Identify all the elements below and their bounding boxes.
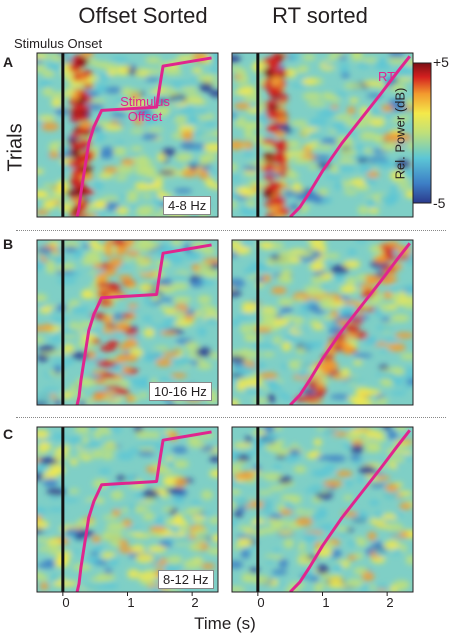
- column-title-rt-sorted: RT sorted: [272, 3, 368, 28]
- x-tick-2-left: 2: [191, 595, 199, 610]
- heatmap-panel-a2: [232, 53, 413, 217]
- heatmap-panel-c1: [37, 427, 218, 592]
- x-axis-label: Time (s): [194, 614, 256, 633]
- panel-letter-b: B: [3, 236, 14, 252]
- panel-frame: [231, 239, 414, 406]
- stimulus-offset-curve: [75, 243, 212, 405]
- panel-letter-a: A: [3, 54, 14, 70]
- stimulus-offset-curve: [75, 430, 212, 592]
- stimulus-onset-label: Stimulus Onset: [14, 36, 103, 51]
- x-tick-2-right: 2: [386, 595, 394, 610]
- colorbar-bottom-tick: -5: [433, 195, 446, 211]
- x-tick-1-right: 1: [322, 595, 330, 610]
- divider-bc: [16, 417, 446, 418]
- stimulus-offset-curve: [75, 56, 212, 217]
- rt-curve: [289, 429, 411, 592]
- colorbar-top-tick: +5: [433, 54, 449, 70]
- freq-label-c: 8-12 Hz: [158, 570, 214, 589]
- heatmap-panel-a1: [37, 53, 218, 217]
- freq-label-b: 10-16 Hz: [149, 382, 212, 401]
- divider-ab: [16, 230, 446, 231]
- rt-curve: [289, 55, 411, 217]
- colorbar: [412, 62, 432, 204]
- x-tick-0-left: 0: [62, 595, 70, 610]
- panel-frame: [36, 239, 219, 406]
- rt-annotation: RT: [378, 69, 396, 84]
- freq-label-a: 4-8 Hz: [163, 196, 212, 215]
- column-title-offset-sorted: Offset Sorted: [78, 3, 208, 28]
- x-tick-0-right: 0: [257, 595, 265, 610]
- stimulus-offset-annotation: Stimulus Offset: [120, 94, 170, 124]
- heatmap-panel-b2: [232, 240, 413, 405]
- heatmap-panel-c2: [232, 427, 413, 592]
- panel-letter-c: C: [3, 426, 14, 442]
- rt-curve: [289, 242, 411, 405]
- x-tick-1-left: 1: [127, 595, 135, 610]
- panel-frame: [36, 52, 219, 218]
